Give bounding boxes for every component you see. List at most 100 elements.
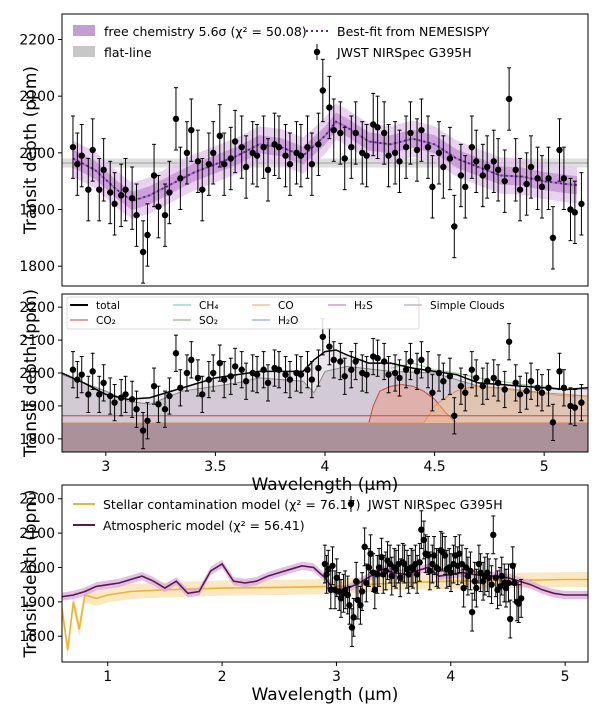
p0-data-point <box>172 115 180 123</box>
p2-data-point <box>505 579 512 587</box>
p2-data-point <box>441 552 449 559</box>
p1-xtick-label: 3.5 <box>204 459 226 475</box>
p0-data-point <box>199 186 206 193</box>
p1-data-point <box>348 366 355 373</box>
p1-ytick-label: 2100 <box>19 333 55 349</box>
p0-data-point <box>133 211 140 219</box>
p2-data-point <box>341 586 349 594</box>
p2-data-point <box>329 562 336 569</box>
p1-data-point <box>253 371 261 378</box>
p2-xtick-label: 4 <box>446 669 455 685</box>
p1-data-point <box>282 371 289 378</box>
p2-data-point <box>371 586 379 594</box>
p1-data-point <box>188 356 195 364</box>
p0-data-point <box>363 152 370 159</box>
p0-data-point <box>402 143 410 151</box>
p0-data-point <box>205 160 213 168</box>
p0-data-point <box>330 126 337 134</box>
p1-data-point <box>89 368 96 375</box>
p1-data-point <box>385 371 392 378</box>
p1-ytick-label: 2200 <box>19 300 55 316</box>
p0-data-point <box>188 126 195 134</box>
p0-data-point <box>304 143 311 151</box>
p1-data-point <box>264 379 272 387</box>
p2-ytick-label: 1900 <box>19 595 55 611</box>
p1-data-point <box>545 384 552 392</box>
p1-data-point <box>418 356 425 364</box>
p2-data-point <box>467 567 474 575</box>
p0-data-point <box>150 172 158 179</box>
p1-legend-label: total <box>96 300 120 312</box>
p2-data-point <box>517 595 525 602</box>
p1-data-point <box>183 369 191 377</box>
p2-obs-group <box>321 510 525 648</box>
legend-free-chemistry-label: free chemistry 5.6σ (χ² = 50.08) <box>104 24 307 39</box>
p0-data-point <box>385 152 392 159</box>
p1-data-point <box>451 412 458 419</box>
p0-data-point <box>161 211 169 219</box>
p2-data-point <box>354 596 362 604</box>
p2-data-point <box>475 560 483 568</box>
p0-data-point <box>166 189 173 196</box>
p0-data-point <box>128 194 136 202</box>
p1-data-point <box>128 396 136 403</box>
p1-data-point <box>205 376 213 383</box>
p2-data-point <box>511 579 518 587</box>
p0-data-point <box>494 166 502 174</box>
p1-data-point <box>177 384 184 392</box>
p2-ytick-label: 2200 <box>19 492 55 508</box>
co-line <box>62 385 588 424</box>
p1-data-point <box>505 338 513 345</box>
p1-data-point <box>150 382 158 390</box>
p1-data-point <box>166 392 173 400</box>
p1-data-point <box>534 384 541 392</box>
p0-data-point <box>74 160 81 168</box>
p0-data-point <box>435 149 443 157</box>
p2-data-point <box>346 602 353 609</box>
p0-data-point <box>315 141 322 148</box>
p2-data-point <box>378 553 385 561</box>
p2-data-point <box>502 584 510 592</box>
p1-legend-label: SO₂ <box>199 315 218 327</box>
p1-data-point <box>374 354 381 362</box>
p1-data-point <box>297 371 305 378</box>
p2-data-point <box>430 552 438 559</box>
p0-data-point <box>337 129 344 137</box>
p1-data-point <box>319 333 327 340</box>
legend-obs-marker <box>313 48 321 56</box>
p2-xtick-label: 1 <box>103 669 112 685</box>
p0-data-point <box>275 143 283 151</box>
p0-frame <box>61 13 589 287</box>
p1-legend-label: CO₂ <box>96 315 116 327</box>
p1-data-point <box>133 406 140 413</box>
p1-data-point <box>429 389 436 396</box>
p0-data-point <box>326 104 333 111</box>
p0-ytick-label: 2000 <box>19 146 55 162</box>
p0-data-point <box>238 143 245 151</box>
p2-data-point <box>490 531 497 539</box>
p1-data-point <box>216 359 223 367</box>
p1-data-point <box>391 369 399 377</box>
p2-data-point <box>515 600 522 607</box>
p1-data-point <box>96 391 103 398</box>
p0-data-point <box>556 146 563 154</box>
p1-data-point <box>549 419 557 426</box>
p0-data-point <box>374 124 381 131</box>
p1-data-point <box>483 378 491 385</box>
p2-data-point <box>363 579 370 587</box>
p1-data-point <box>473 374 480 382</box>
p1-data-point <box>501 386 508 393</box>
p2-ytick-label: 2100 <box>19 526 55 542</box>
p2-data-point <box>447 569 455 576</box>
p2-ytick-label: 1800 <box>19 629 55 645</box>
p2-data-point <box>420 536 428 544</box>
p1-xtick-label: 5 <box>540 459 549 475</box>
p1-data-point <box>286 376 294 383</box>
p0-data-point <box>560 175 568 182</box>
p0-data-point <box>396 158 403 165</box>
p2-data-point <box>509 562 516 569</box>
p1-ytick-label: 1800 <box>19 432 55 448</box>
p1-data-point <box>172 350 180 357</box>
p2-data-point <box>333 574 340 581</box>
